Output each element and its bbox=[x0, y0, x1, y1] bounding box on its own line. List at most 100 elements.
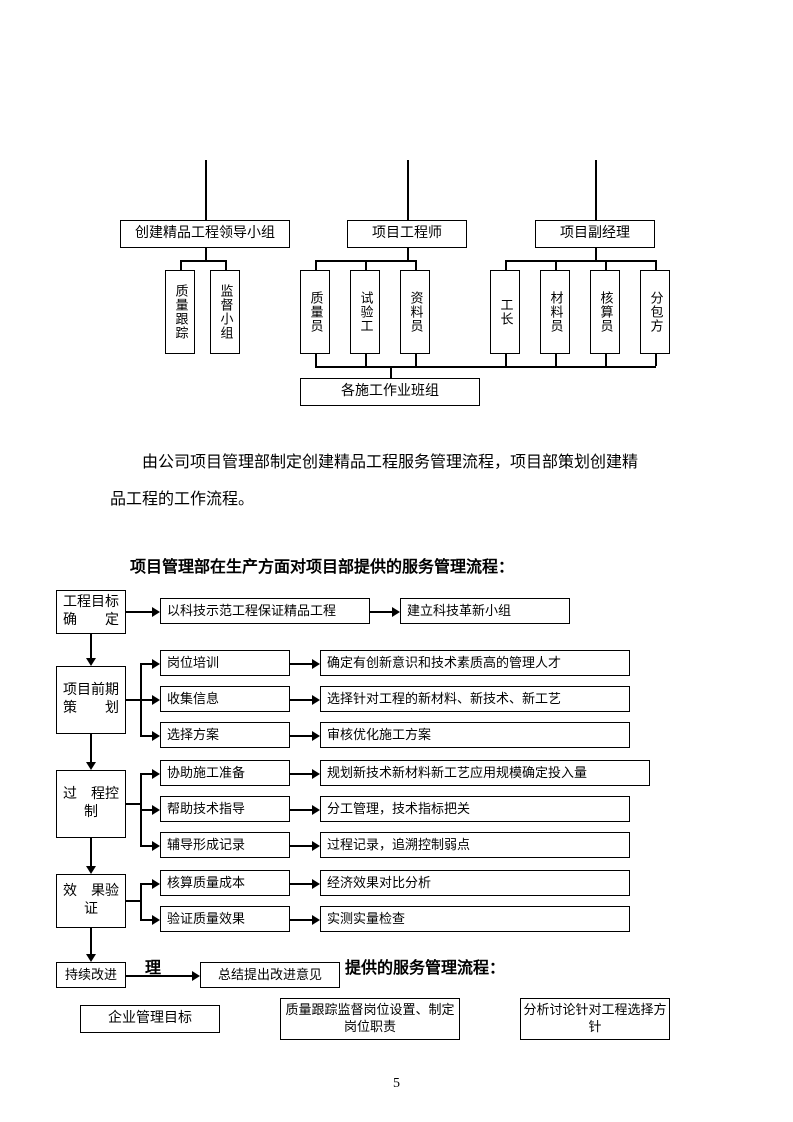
flow-mid-label: 总结提出改进意见 bbox=[218, 967, 322, 984]
flow-right-label: 确定有创新意识和技术素质高的管理人才 bbox=[327, 655, 561, 672]
org-sub-label: 工长 bbox=[497, 298, 514, 326]
arrow-down-icon bbox=[86, 954, 96, 962]
arrow-right-icon bbox=[152, 879, 160, 889]
arrow-right-icon bbox=[312, 805, 320, 815]
page-number-value: 5 bbox=[393, 1076, 400, 1091]
flow-mid-9: 验证质量效果 bbox=[160, 906, 290, 932]
org-sub-data-member: 资料员 bbox=[400, 270, 430, 354]
org-box-label: 项目副经理 bbox=[560, 225, 630, 243]
flow-mid-7: 辅导形成记录 bbox=[160, 832, 290, 858]
flow-left-label: 持续改进 bbox=[65, 967, 117, 984]
arrow-right-icon bbox=[152, 915, 160, 925]
flow-right-1: 建立科技革新小组 bbox=[400, 598, 570, 624]
org-conn bbox=[365, 354, 367, 366]
flow-mid-label: 帮助技术指导 bbox=[167, 801, 245, 818]
flow-right-label: 分工管理，技术指标把关 bbox=[327, 801, 470, 818]
org-conn bbox=[407, 248, 409, 260]
org-conn bbox=[605, 354, 607, 366]
page-number: 5 bbox=[0, 1076, 793, 1092]
flow-right-label: 审核优化施工方案 bbox=[327, 727, 431, 744]
flow-mid-label: 收集信息 bbox=[167, 691, 219, 708]
org-conn bbox=[415, 354, 417, 366]
flow-arrow-h bbox=[290, 663, 312, 665]
org-bottom-label: 各施工作业班组 bbox=[341, 383, 439, 401]
flow-arrow-v bbox=[90, 634, 92, 658]
bottom-box-2: 质量跟踪监督岗位设置、制定岗位职责 bbox=[280, 998, 460, 1040]
org-conn bbox=[505, 260, 655, 262]
flow-arrow-h bbox=[290, 883, 312, 885]
flow-right-label: 实测实量检查 bbox=[327, 911, 405, 928]
org-conn bbox=[655, 260, 657, 270]
flow-arrow-h bbox=[290, 773, 312, 775]
paragraph: 由公司项目管理部制定创建精品工程服务管理流程，项目部策划创建精 品工程的工作流程… bbox=[110, 445, 680, 519]
org-sub-label: 分包方 bbox=[647, 291, 664, 333]
bottom-box-1: 企业管理目标 bbox=[80, 1005, 220, 1033]
flow-arrow-h bbox=[290, 699, 312, 701]
arrow-right-icon bbox=[312, 769, 320, 779]
arrow-down-icon bbox=[86, 762, 96, 770]
org-stem-1 bbox=[205, 160, 207, 220]
org-sub-label: 监督小组 bbox=[217, 284, 234, 340]
org-stem-3 bbox=[595, 160, 597, 220]
flow-right-2: 确定有创新意识和技术素质高的管理人才 bbox=[320, 650, 630, 676]
flow-mid-3: 收集信息 bbox=[160, 686, 290, 712]
org-sub-label: 质量员 bbox=[307, 291, 324, 333]
arrow-right-icon bbox=[152, 659, 160, 669]
flow-conn bbox=[126, 699, 140, 701]
flow-right-4: 审核优化施工方案 bbox=[320, 722, 630, 748]
arrow-right-icon bbox=[152, 731, 160, 741]
arrow-down-icon bbox=[86, 658, 96, 666]
arrow-right-icon bbox=[312, 695, 320, 705]
org-conn bbox=[555, 260, 557, 270]
org-conn bbox=[315, 354, 317, 366]
org-conn bbox=[205, 248, 207, 260]
org-sub-accounting: 核算员 bbox=[590, 270, 620, 354]
org-conn bbox=[315, 260, 317, 270]
flow-arrow-h bbox=[126, 611, 152, 613]
org-conn bbox=[225, 260, 227, 270]
flow-conn bbox=[126, 900, 140, 902]
flow-arrow-v bbox=[90, 734, 92, 762]
flow-left-planning: 项目前期策划 bbox=[56, 666, 126, 734]
arrow-right-icon bbox=[192, 971, 200, 981]
flow-mid-4: 选择方案 bbox=[160, 722, 290, 748]
flow-right-8: 经济效果对比分析 bbox=[320, 870, 630, 896]
flow-left-verify: 效 果验 证 bbox=[56, 874, 126, 928]
org-bottom-teams: 各施工作业班组 bbox=[300, 378, 480, 406]
org-stem-2 bbox=[407, 160, 409, 220]
flow-arrow-h bbox=[140, 735, 152, 737]
para-line1: 由公司项目管理部制定创建精品工程服务管理流程，项目部策划创建精 bbox=[142, 454, 638, 471]
flow-left-label: 过 程控 制 bbox=[63, 786, 119, 822]
flow-mid-10: 总结提出改进意见 bbox=[200, 962, 340, 988]
flow-arrow-h bbox=[140, 809, 152, 811]
org-box-label: 创建精品工程领导小组 bbox=[135, 225, 275, 243]
arrow-right-icon bbox=[392, 607, 400, 617]
flow-conn bbox=[126, 803, 140, 805]
flow-mid-label: 选择方案 bbox=[167, 727, 219, 744]
flow-arrow-h bbox=[140, 845, 152, 847]
org-conn bbox=[365, 260, 367, 270]
org-conn bbox=[180, 260, 182, 270]
arrow-right-icon bbox=[152, 841, 160, 851]
org-conn bbox=[505, 260, 507, 270]
org-sub-label: 核算员 bbox=[597, 291, 614, 333]
flow-mid-1: 以科技示范工程保证精品工程 bbox=[160, 598, 370, 624]
flow-mid-label: 验证质量效果 bbox=[167, 911, 245, 928]
flow-right-7: 过程记录，追溯控制弱点 bbox=[320, 832, 630, 858]
org-sub-material: 材料员 bbox=[540, 270, 570, 354]
org-conn bbox=[180, 260, 225, 262]
flow-arrow-h bbox=[290, 919, 312, 921]
heading-1: 项目管理部在生产方面对项目部提供的服务管理流程： bbox=[130, 550, 514, 587]
flow-arrow-h bbox=[370, 611, 392, 613]
flow-conn bbox=[140, 883, 142, 919]
org-sub-quality-member: 质量员 bbox=[300, 270, 330, 354]
org-conn bbox=[595, 248, 597, 260]
arrow-right-icon bbox=[312, 915, 320, 925]
flow-left-process: 过 程控 制 bbox=[56, 770, 126, 838]
flow-arrow-h bbox=[140, 699, 152, 701]
org-conn bbox=[390, 366, 392, 378]
arrow-right-icon bbox=[312, 731, 320, 741]
flow-left-improve: 持续改进 bbox=[56, 962, 126, 988]
flow-right-5: 规划新技术新材料新工艺应用规模确定投入量 bbox=[320, 760, 650, 786]
org-box-label: 项目工程师 bbox=[372, 225, 442, 243]
